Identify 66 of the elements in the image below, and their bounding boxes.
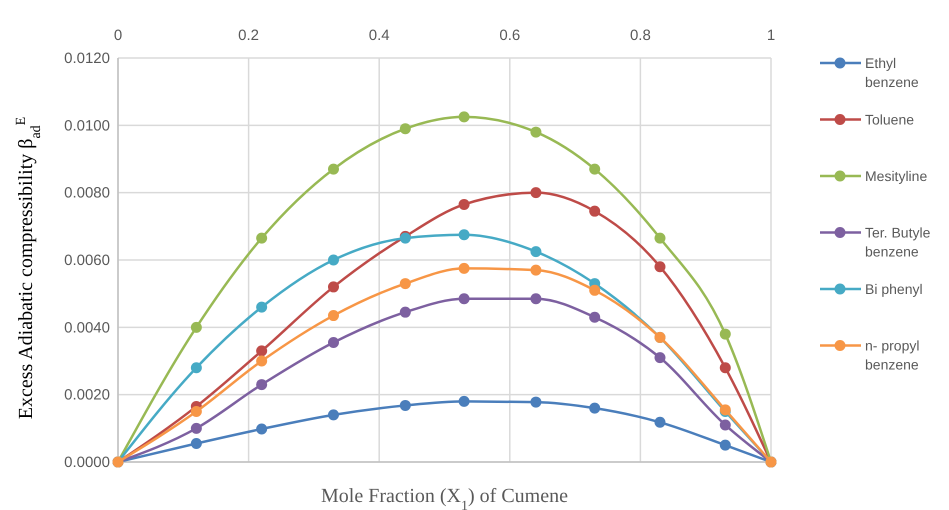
point <box>458 111 470 122</box>
point <box>400 123 411 134</box>
legend-label: Mesityline <box>865 168 928 184</box>
point <box>328 310 339 322</box>
point <box>190 362 202 374</box>
point <box>654 416 666 428</box>
y-tick-label: 0.0020 <box>64 386 110 404</box>
point <box>190 322 202 333</box>
y-tick-label: 0.0100 <box>64 117 110 134</box>
y-tick-label: 0.0120 <box>64 50 110 67</box>
point <box>589 284 600 296</box>
point <box>530 246 542 258</box>
point <box>654 261 666 272</box>
point <box>256 356 268 366</box>
y-tick-label: 0.0080 <box>64 184 110 202</box>
legend-label: n- propyl benzene <box>865 338 920 372</box>
point <box>458 198 470 210</box>
point <box>654 232 666 244</box>
point <box>720 362 731 374</box>
point <box>256 345 268 356</box>
x-axis-title: Mole Fraction (X$_{1}$) of Cumene <box>321 485 568 510</box>
point <box>589 206 600 217</box>
point <box>256 232 268 244</box>
point <box>589 164 600 175</box>
point <box>458 293 470 304</box>
point <box>720 328 731 340</box>
point <box>530 264 542 276</box>
point <box>328 336 339 348</box>
point <box>328 281 339 292</box>
point <box>400 400 411 411</box>
x-tick-label: 1 <box>766 27 776 44</box>
point <box>530 396 542 408</box>
point <box>589 312 600 323</box>
point <box>458 396 470 407</box>
point <box>720 419 731 430</box>
point <box>530 126 542 138</box>
point <box>328 409 339 420</box>
legend-label: Ter. Butyle benzene <box>865 224 931 260</box>
point <box>328 164 339 175</box>
point <box>400 278 411 290</box>
legend-label: Bi phenyl <box>865 281 923 297</box>
x-tick-label: 0 <box>114 27 122 44</box>
point <box>328 254 339 266</box>
point <box>400 306 411 318</box>
point <box>720 440 731 451</box>
x-tick-label: 0.6 <box>499 27 520 44</box>
point <box>530 293 542 304</box>
point <box>256 302 268 313</box>
point <box>458 262 470 274</box>
y-tick-label: 0.0000 <box>64 454 110 471</box>
point <box>190 438 202 449</box>
legend-label: Ethyl benzene <box>865 55 919 90</box>
point <box>256 379 268 390</box>
point <box>190 406 202 417</box>
point <box>256 424 268 434</box>
x-tick-label: 0.8 <box>630 27 651 44</box>
point <box>190 422 202 434</box>
y-tick-label: 0.0060 <box>64 252 110 269</box>
point <box>458 229 470 240</box>
legend-label: Toluene <box>865 112 914 128</box>
x-tick-label: 0.4 <box>368 27 390 44</box>
point <box>530 187 542 198</box>
point <box>589 402 600 414</box>
point <box>654 352 666 364</box>
x-tick-label: 0.2 <box>238 27 260 44</box>
y-tick-label: 0.0040 <box>64 319 110 336</box>
